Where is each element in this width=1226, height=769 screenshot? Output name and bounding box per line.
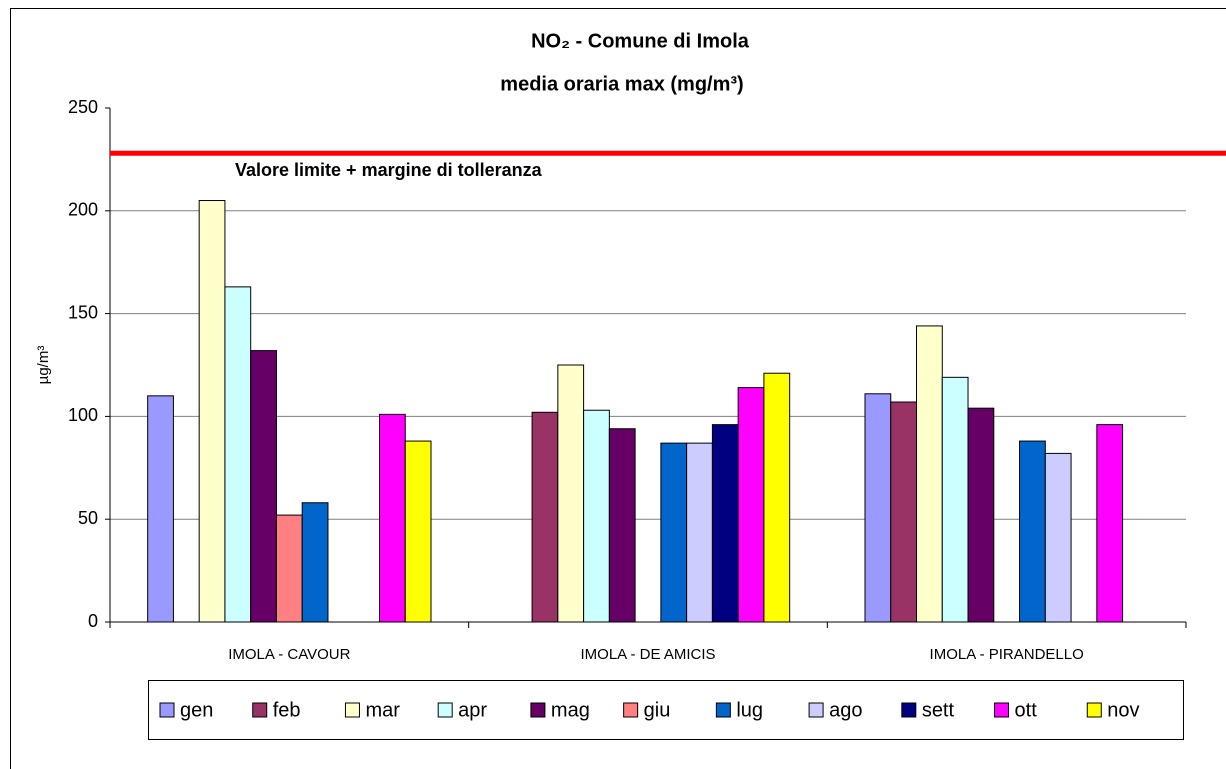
y-tick-label: 200: [68, 200, 98, 220]
legend-swatch: [901, 702, 917, 718]
bar: [198, 200, 226, 623]
legend-label: feb: [273, 699, 301, 721]
bar: [864, 393, 892, 623]
y-tick-label: 50: [78, 508, 98, 528]
legend-label: mag: [551, 699, 590, 721]
legend-label: giu: [644, 699, 671, 721]
bar: [250, 350, 277, 623]
bar: [404, 440, 432, 623]
bar: [301, 502, 329, 623]
bar: [557, 364, 585, 623]
bar: [890, 401, 918, 623]
y-tick-label: 150: [68, 302, 98, 322]
legend-swatch: [623, 702, 639, 718]
legend-label: nov: [1107, 699, 1139, 721]
bar: [1044, 452, 1072, 623]
bar: [737, 387, 765, 623]
legend-swatch: [808, 702, 824, 718]
legend-label: lug: [736, 699, 763, 721]
bar: [941, 376, 969, 623]
legend-box: [148, 680, 1184, 740]
legend-swatch: [1086, 702, 1102, 718]
legend-label: sett: [922, 699, 955, 721]
bar: [763, 372, 791, 623]
legend-label: apr: [458, 699, 487, 721]
bar: [275, 514, 303, 623]
y-tick-label: 0: [88, 611, 98, 631]
bar: [1096, 424, 1124, 623]
bar: [967, 407, 995, 623]
x-tick-label: IMOLA - CAVOUR: [228, 646, 350, 663]
reference-label: Valore limite + margine di tolleranza: [235, 160, 543, 180]
bar: [686, 442, 713, 623]
bar: [608, 428, 636, 623]
legend-swatch: [159, 702, 175, 718]
bar: [660, 442, 688, 623]
legend-swatch: [344, 702, 360, 718]
bar: [583, 409, 610, 623]
bar: [147, 395, 174, 623]
legend-label: ago: [829, 699, 862, 721]
bar: [378, 413, 406, 623]
legend-label: mar: [365, 699, 400, 721]
x-tick-label: IMOLA - PIRANDELLO: [930, 646, 1084, 663]
legend-swatch: [994, 702, 1010, 718]
legend-swatch: [715, 702, 731, 718]
legend-swatch: [530, 702, 546, 718]
bar: [531, 411, 559, 623]
chart-subtitle: media oraria max (mg/m³): [500, 73, 743, 95]
legend-label: ott: [1015, 699, 1038, 721]
bar: [916, 325, 943, 623]
x-tick-label: IMOLA - DE AMICIS: [580, 646, 715, 663]
legend-swatch: [437, 702, 453, 718]
chart-title: NO₂ - Comune di Imola: [531, 30, 750, 52]
y-tick-label: 100: [68, 405, 98, 425]
bar: [1019, 440, 1046, 623]
y-tick-label: 250: [68, 97, 98, 117]
bar: [711, 424, 739, 623]
y-axis-label: µg/m³: [35, 346, 52, 385]
bar: [224, 286, 252, 623]
legend-label: gen: [180, 699, 213, 721]
legend-swatch: [252, 702, 268, 718]
